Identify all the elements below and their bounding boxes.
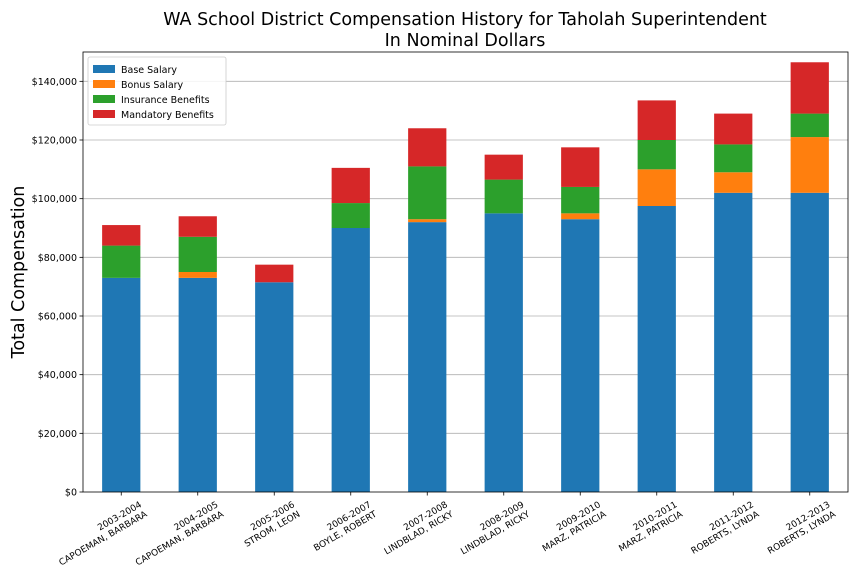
- bar-segment: [331, 228, 370, 492]
- bar-segment: [714, 144, 753, 173]
- bars: [102, 62, 829, 493]
- bar-segment: [484, 154, 523, 180]
- bar-segment: [408, 219, 447, 223]
- legend-swatch: [93, 110, 115, 118]
- y-tick-label: $120,000: [32, 136, 77, 147]
- bar-segment: [102, 245, 141, 278]
- bar-segment: [714, 113, 753, 145]
- y-axis: $0 $20,000 $40,000 $60,000 $80,000 $100,000 $1…: [32, 77, 83, 499]
- bar-segment: [637, 206, 676, 492]
- bar-segment: [331, 203, 370, 228]
- y-tick-label: $140,000: [32, 77, 77, 88]
- bar-segment: [637, 140, 676, 170]
- bar-segment: [178, 272, 217, 278]
- bar-segment: [790, 192, 829, 493]
- bar-segment: [714, 172, 753, 193]
- legend-swatch: [93, 65, 115, 73]
- bar-segment: [790, 137, 829, 193]
- legend-label: Mandatory Benefits: [121, 110, 214, 121]
- bar-segment: [561, 219, 600, 492]
- bar-segment: [255, 282, 294, 492]
- bar-segment: [714, 192, 753, 493]
- bar-segment: [102, 277, 141, 492]
- chart-title-line-2: In Nominal Dollars: [385, 31, 546, 51]
- y-tick-label: $100,000: [32, 194, 77, 205]
- bar-segment: [790, 62, 829, 114]
- legend-swatch: [93, 95, 115, 103]
- bar-segment: [561, 186, 600, 214]
- legend-label: Base Salary: [121, 65, 177, 76]
- y-tick-label: $80,000: [38, 253, 77, 264]
- bar-segment: [178, 236, 217, 272]
- legend: Base Salary Bonus Salary Insurance Benefit…: [87, 56, 227, 126]
- bar-segment: [178, 277, 217, 492]
- bar-segment: [408, 166, 447, 220]
- bar-segment: [102, 225, 141, 246]
- bar-segment: [637, 169, 676, 206]
- y-axis-label: Total Compensation: [9, 186, 29, 360]
- plot-frame: [82, 51, 849, 493]
- bar-segment: [178, 216, 217, 237]
- bar-segment: [484, 179, 523, 214]
- y-tick-label: $20,000: [38, 429, 77, 440]
- bar-segment: [561, 213, 600, 220]
- legend-label: Insurance Benefits: [121, 95, 210, 106]
- bar-segment: [331, 167, 370, 204]
- y-tick-label: $40,000: [38, 370, 77, 381]
- y-tick-label: $0: [65, 488, 77, 499]
- y-tick-label: $60,000: [38, 312, 77, 323]
- bar-segment: [790, 113, 829, 138]
- legend-swatch: [93, 80, 115, 88]
- bar-segment: [561, 147, 600, 187]
- bar-segment: [637, 100, 676, 140]
- legend-label: Bonus Salary: [121, 80, 184, 91]
- chart-title-line-1: WA School District Compensation History …: [163, 10, 767, 30]
- bar-segment: [408, 222, 447, 492]
- bar-segment: [484, 213, 523, 493]
- bar-segment: [255, 264, 294, 283]
- legend-box: [87, 56, 227, 126]
- bar-segment: [408, 128, 447, 167]
